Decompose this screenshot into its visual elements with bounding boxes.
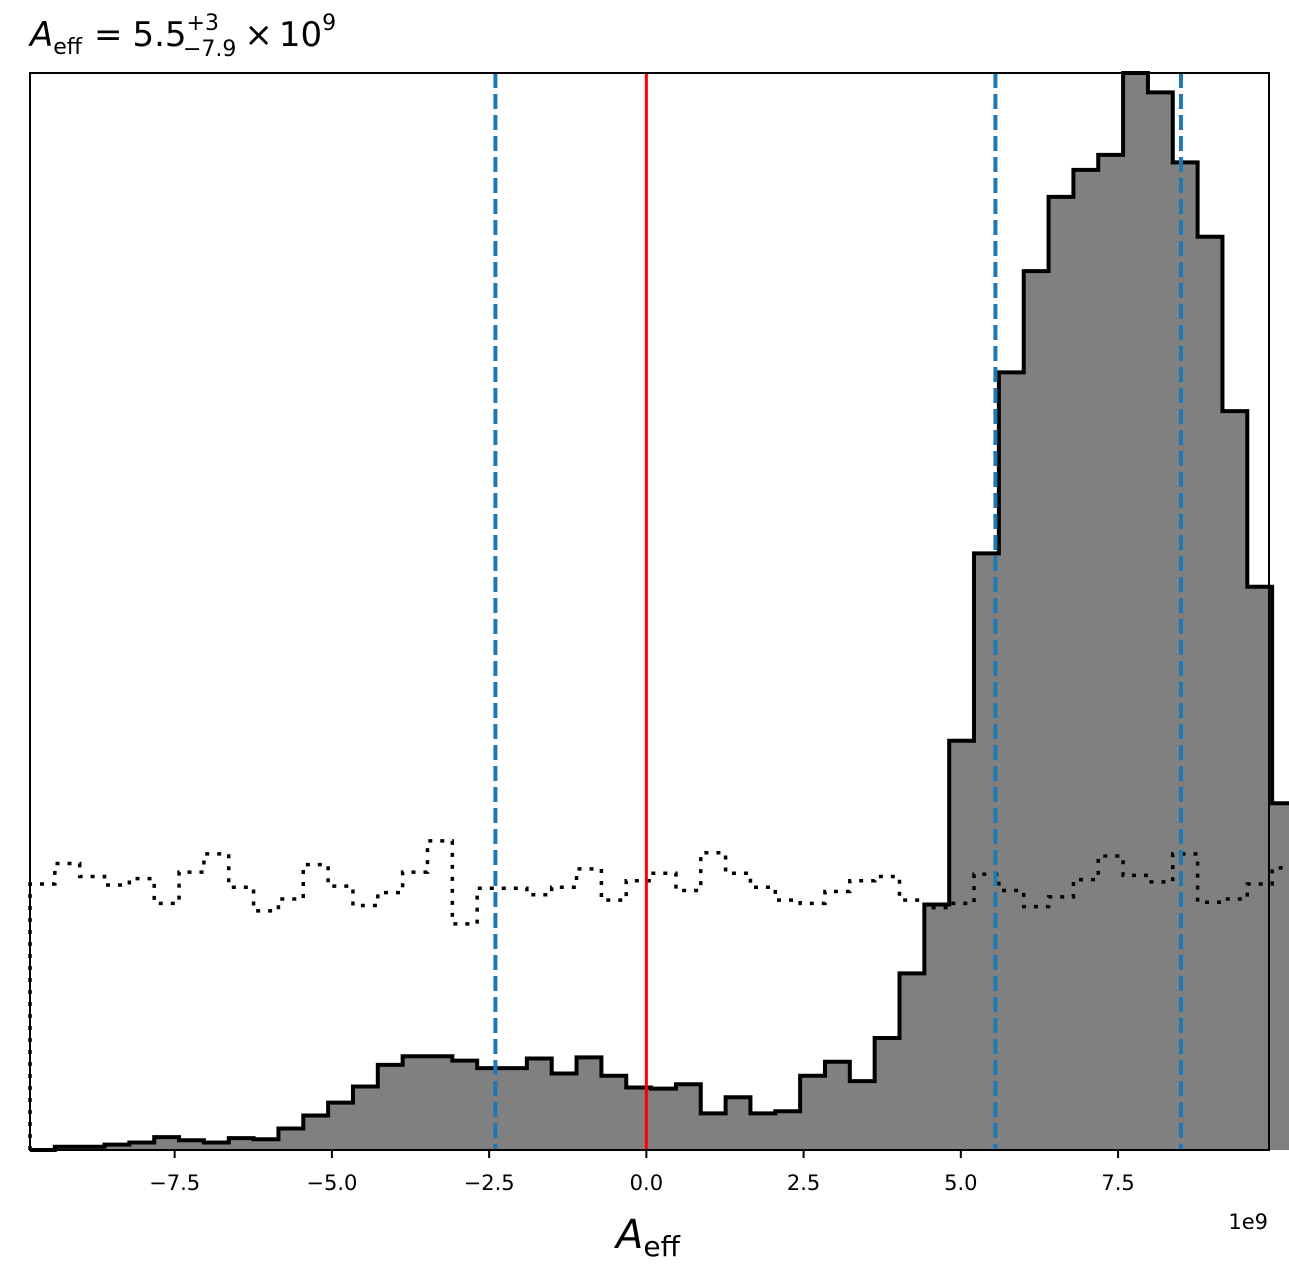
posterior-bar bbox=[526, 1058, 553, 1150]
xlabel-subscript: eff bbox=[643, 1230, 680, 1263]
posterior-bar bbox=[502, 1068, 528, 1150]
posterior-bar bbox=[998, 372, 1025, 1150]
posterior-bar bbox=[278, 1128, 304, 1150]
posterior-bar bbox=[899, 973, 925, 1150]
posterior-bar bbox=[452, 1060, 478, 1150]
title-times: × bbox=[244, 15, 273, 55]
xlabel-symbol: A bbox=[613, 1212, 643, 1258]
posterior-bar bbox=[1172, 162, 1199, 1150]
x-tick-label: 0.0 bbox=[630, 1171, 663, 1195]
posterior-bar bbox=[402, 1056, 429, 1150]
posterior-bar bbox=[1222, 411, 1248, 1150]
posterior-bar bbox=[1147, 92, 1174, 1150]
title-power-base: 10 bbox=[279, 15, 322, 55]
posterior-bar bbox=[427, 1056, 453, 1150]
posterior-bar bbox=[328, 1102, 354, 1150]
title-power-exp: 9 bbox=[322, 11, 336, 36]
x-offset-label: 1e9 bbox=[1228, 1210, 1268, 1234]
plot-frame bbox=[29, 72, 1270, 1151]
posterior-bar bbox=[203, 1142, 230, 1150]
posterior-bar bbox=[1272, 803, 1289, 1150]
posterior-bar bbox=[352, 1086, 379, 1150]
x-tick-label: −5.0 bbox=[306, 1171, 357, 1195]
posterior-bar bbox=[551, 1073, 578, 1150]
title-symbol: A bbox=[28, 15, 53, 55]
posterior-bar bbox=[1123, 73, 1149, 1150]
posterior-bar bbox=[1197, 236, 1224, 1150]
x-tick-label: 7.5 bbox=[1101, 1171, 1134, 1195]
posterior-bar bbox=[576, 1057, 602, 1150]
x-tick-label: −7.5 bbox=[149, 1171, 200, 1195]
x-tick-label: 5.0 bbox=[944, 1171, 977, 1195]
posterior-bar bbox=[253, 1139, 280, 1150]
posterior-bar bbox=[824, 1061, 851, 1150]
posterior-bar bbox=[1098, 154, 1124, 1151]
chart-title: Aeff = 5.5+3 −7.9 × 109 bbox=[28, 11, 336, 62]
posterior-bar bbox=[675, 1084, 702, 1150]
plot-area bbox=[28, 71, 1289, 1152]
posterior-bar bbox=[1073, 169, 1099, 1150]
prior-line bbox=[28, 839, 1289, 1150]
posterior-bar bbox=[700, 1113, 727, 1150]
x-axis-label: Aeff bbox=[613, 1212, 681, 1263]
posterior-bar bbox=[601, 1075, 627, 1150]
x-tick-label: 2.5 bbox=[787, 1171, 820, 1195]
posterior-bar bbox=[725, 1097, 752, 1150]
posterior-bar bbox=[849, 1081, 876, 1150]
posterior-bar bbox=[129, 1142, 155, 1150]
posterior-bar bbox=[477, 1068, 503, 1150]
x-tick-label: −2.5 bbox=[464, 1171, 515, 1195]
posterior-bar bbox=[104, 1144, 130, 1150]
posterior-bar bbox=[303, 1115, 329, 1150]
posterior-bar bbox=[651, 1088, 677, 1150]
title-upper: +3 bbox=[187, 11, 219, 36]
posterior-bar bbox=[775, 1111, 801, 1150]
title-median: 5.5 bbox=[132, 15, 186, 55]
posterior-bar bbox=[154, 1137, 180, 1150]
title-subscript: eff bbox=[53, 35, 83, 60]
posterior-bar bbox=[800, 1075, 826, 1150]
posterior-bar bbox=[949, 740, 975, 1150]
posterior-bar bbox=[179, 1140, 205, 1150]
posterior-bar bbox=[377, 1064, 404, 1150]
posterior-bar bbox=[874, 1037, 901, 1150]
posterior-bar bbox=[228, 1138, 255, 1150]
posterior-bar bbox=[750, 1113, 776, 1150]
title-lower: −7.9 bbox=[183, 37, 236, 62]
posterior-outline bbox=[30, 71, 1289, 1152]
posterior-bar bbox=[924, 904, 950, 1150]
title-equals: = bbox=[94, 15, 123, 55]
posterior-bar bbox=[1048, 196, 1074, 1151]
posterior-bar bbox=[1023, 271, 1050, 1150]
